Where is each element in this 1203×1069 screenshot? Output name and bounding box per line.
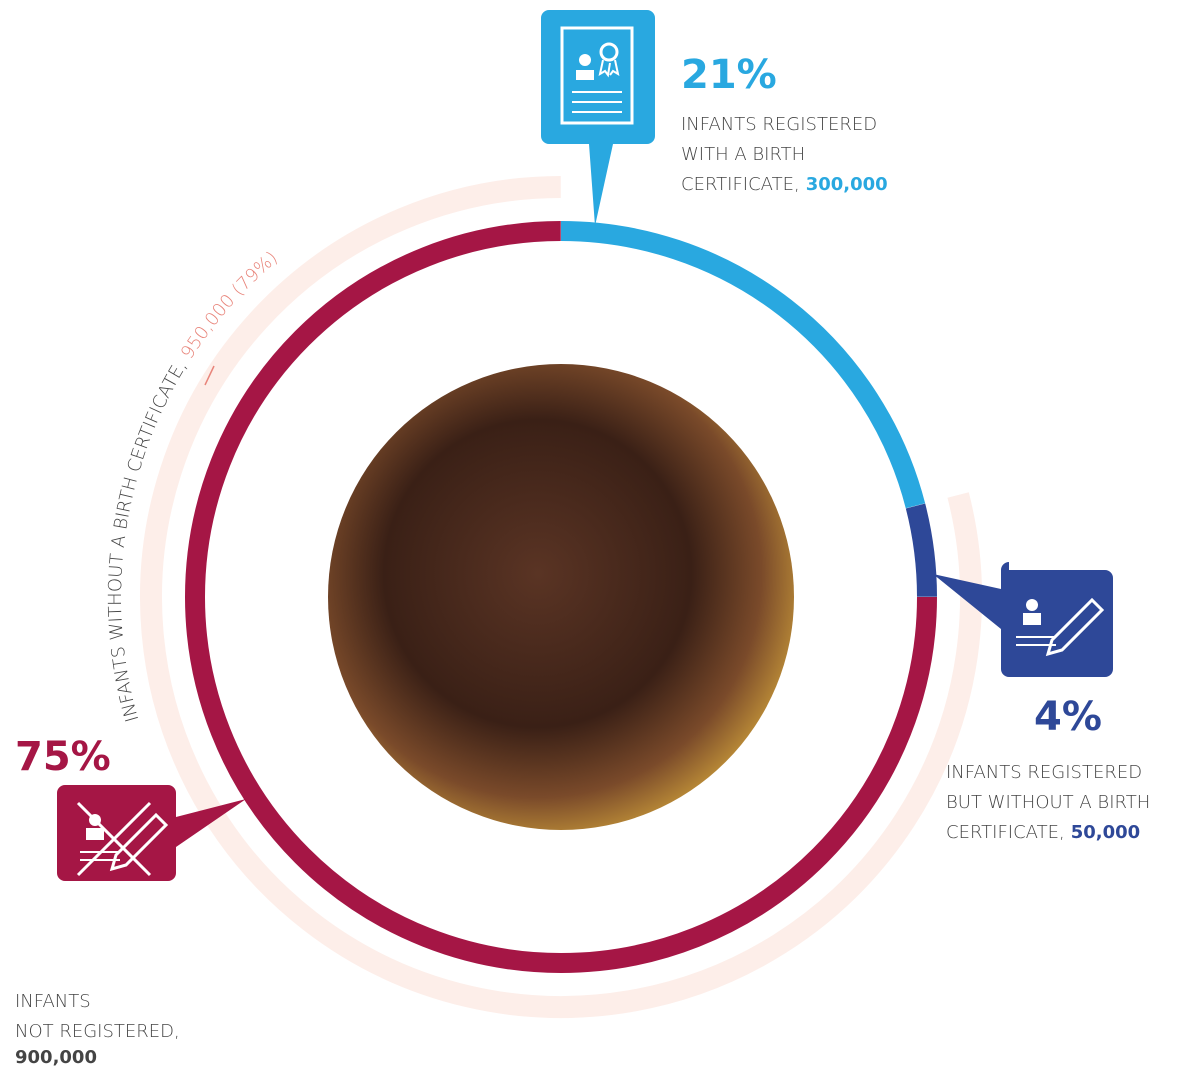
segment-label-line: CERTIFICATE, [946,822,1065,843]
outer-arc [140,176,982,1018]
segment-label-line: BUT WITHOUT A BIRTH [946,792,1150,813]
segment-label-line: INFANTS REGISTERED [681,114,877,135]
segment-label: INFANTS REGISTERED [946,762,1142,783]
segment-label: INFANTS REGISTERED [681,114,877,135]
arc-tick [204,365,215,386]
segment-label: WITH A BIRTH [681,144,805,165]
photo [328,364,794,830]
segment-label: CERTIFICATE, 50,000 [946,822,1140,843]
percent-label: 75% [15,734,111,780]
segment-label-line: NOT REGISTERED, [15,1021,180,1042]
segment-label-line: CERTIFICATE, [681,174,800,195]
segment-label-line: WITH A BIRTH [681,144,805,165]
count-label: 300,000 [806,174,888,195]
segment-label: INFANTS [15,991,91,1012]
callout-registered-certificate [541,10,655,226]
segment-label-line: INFANTS REGISTERED [946,762,1142,783]
count-label: 50,000 [1071,822,1140,843]
donut-segment [905,503,937,597]
percent-label: 21% [681,52,777,98]
segment-label: NOT REGISTERED, [15,1021,180,1042]
segment-label: CERTIFICATE, 300,000 [681,174,888,195]
segment-label: BUT WITHOUT A BIRTH [946,792,1150,813]
percent-label: 4% [1034,694,1102,740]
callout-not-registered [57,785,246,881]
labels: 21% INFANTS REGISTERED WITH A BIRTH CERTIFI… [15,52,1150,1068]
donut-segment [185,221,937,973]
segment-label-line: INFANTS [15,991,91,1012]
callout-registered-no-certificate [933,562,1113,677]
donut-segment [560,221,926,509]
rings [140,176,982,1018]
count-label: 900,000 [15,1047,97,1068]
